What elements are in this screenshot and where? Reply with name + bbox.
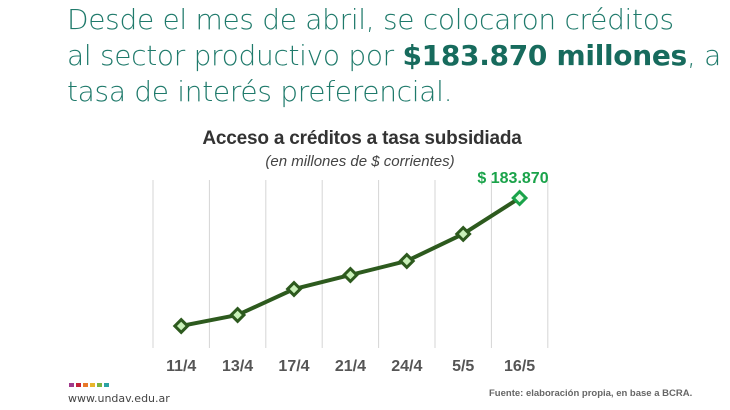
x-axis-label: 16/5 xyxy=(504,358,535,375)
gridlines xyxy=(152,180,549,348)
data-point-marker xyxy=(229,306,247,324)
headline-text: , a xyxy=(686,39,721,72)
x-axis-label: 17/4 xyxy=(278,358,309,375)
website-url: www.undav.edu.ar xyxy=(68,392,170,405)
x-axis-label: 24/4 xyxy=(391,358,422,375)
logo-square xyxy=(83,383,88,387)
x-axis-labels: 11/4 13/4 17/4 21/4 24/4 5/5 16/5 xyxy=(166,358,535,375)
data-point-marker xyxy=(172,317,190,335)
x-axis-label: 5/5 xyxy=(452,358,474,375)
x-axis-label: 13/4 xyxy=(222,358,253,375)
headline-highlight-amount: $183.870 millones xyxy=(402,39,687,72)
x-axis-label: 21/4 xyxy=(335,358,366,375)
data-markers xyxy=(172,189,529,335)
logo-square xyxy=(90,383,95,387)
logo-square xyxy=(97,383,102,387)
data-point-marker xyxy=(398,252,416,270)
chart-title: Acceso a créditos a tasa subsidiada xyxy=(202,128,522,149)
headline: Desde el mes de abril, se colocaron créd… xyxy=(67,2,727,110)
x-axis-label: 11/4 xyxy=(166,358,196,375)
logo-square xyxy=(69,383,74,387)
data-point-marker xyxy=(511,189,529,207)
headline-text: al sector productivo por xyxy=(67,39,403,72)
logo-square xyxy=(104,383,109,387)
last-value-callout: $ 183.870 xyxy=(477,170,548,187)
headline-line-3: tasa de interés preferencial. xyxy=(67,75,453,108)
data-point-marker xyxy=(341,266,359,284)
data-point-marker xyxy=(454,225,472,243)
headline-line-1: Desde el mes de abril, se colocaron créd… xyxy=(67,3,674,36)
headline-line-2: al sector productivo por $183.870 millon… xyxy=(67,38,727,74)
data-point-marker xyxy=(285,280,303,298)
series-line xyxy=(180,196,521,328)
undav-logo xyxy=(69,383,109,387)
chart-subtitle: (en millones de $ corrientes) xyxy=(265,153,455,170)
source-note: Fuente: elaboración propia, en base a BC… xyxy=(489,388,693,399)
logo-square xyxy=(76,383,81,387)
